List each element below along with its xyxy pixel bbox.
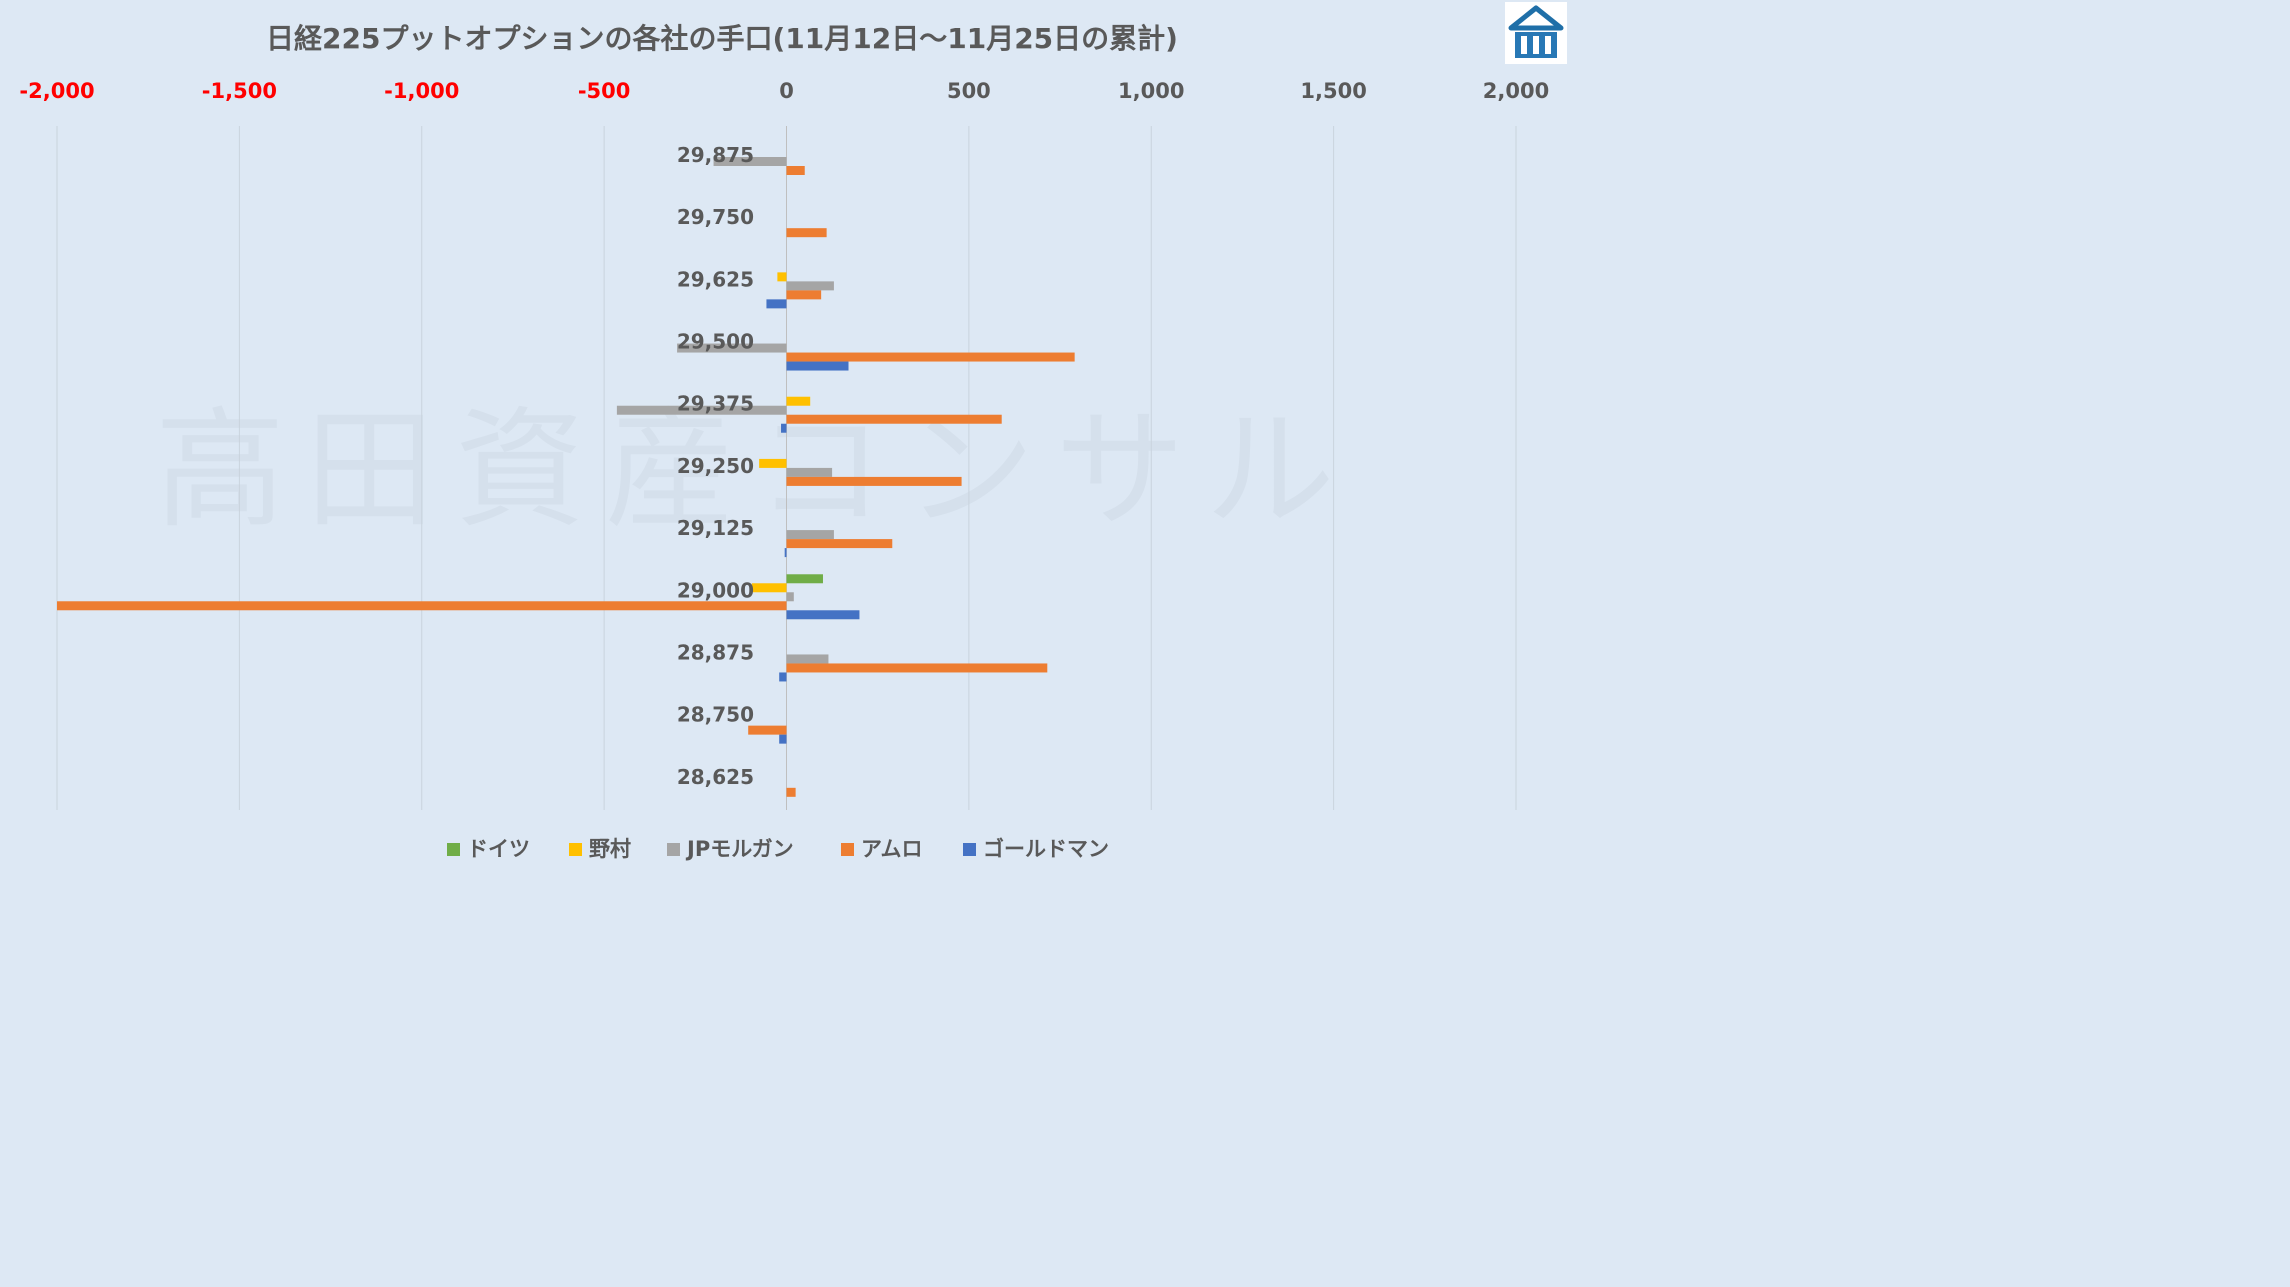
- x-tick-label: -500: [578, 79, 631, 103]
- legend-swatch: [667, 843, 680, 856]
- bar: [57, 601, 787, 611]
- bar: [759, 458, 787, 468]
- legend-swatch: [569, 843, 582, 856]
- bar: [786, 654, 829, 664]
- x-tick-label: -1,500: [202, 79, 277, 103]
- bar: [786, 467, 833, 477]
- chart: 高田資産コンサル -2,000 -1,500 -1,000 -500 0 500 1,000…: [19, 2, 1567, 861]
- bar: [784, 548, 787, 558]
- x-tick-label: -1,000: [384, 79, 459, 103]
- category-labels: 29,875 29,750 29,625 29,500 29,375 29,250 29,1…: [677, 143, 754, 789]
- chart-title: 日経225プットオプションの各社の手口(11月12日～11月25日の累計): [266, 22, 1178, 55]
- bar: [748, 725, 787, 735]
- legend-label: アムロ: [861, 837, 923, 861]
- bar: [786, 592, 794, 602]
- x-tick-label: 2,000: [1483, 79, 1549, 103]
- bar: [786, 166, 805, 175]
- category-label: 29,250: [677, 454, 754, 478]
- category-label: 29,375: [677, 392, 754, 416]
- legend-item: ゴールドマン: [963, 837, 1109, 861]
- watermark: 高田資産コンサル: [155, 394, 1355, 546]
- bar: [616, 405, 787, 415]
- bar: [777, 272, 787, 282]
- legend-label: ゴールドマン: [983, 837, 1109, 861]
- category-label: 28,875: [677, 640, 754, 664]
- legend-item: 野村: [569, 837, 631, 861]
- category-label: 28,625: [677, 765, 754, 789]
- legend-label: 野村: [589, 837, 631, 861]
- bar: [751, 583, 787, 593]
- category-label: 28,750: [677, 703, 754, 727]
- x-tick-label: -2,000: [19, 79, 94, 103]
- bar: [786, 610, 860, 620]
- bar: [781, 423, 787, 433]
- legend-swatch: [841, 843, 854, 856]
- bars: [57, 157, 1075, 797]
- bar: [786, 574, 823, 584]
- legend-swatch: [963, 843, 976, 856]
- legend-label: ドイツ: [467, 837, 530, 861]
- x-tick-label: 1,000: [1118, 79, 1184, 103]
- bar: [713, 157, 787, 166]
- legend-item: ドイツ: [447, 837, 530, 861]
- x-tick-label: 0: [779, 79, 794, 103]
- category-label: 29,125: [677, 516, 754, 540]
- category-label: 29,750: [677, 205, 754, 229]
- legend-item: JPモルガン: [667, 837, 794, 861]
- legend-swatch: [447, 843, 460, 856]
- bar: [779, 672, 787, 682]
- bar: [786, 476, 962, 486]
- category-label: 29,625: [677, 267, 754, 291]
- x-tick-label: 500: [947, 79, 991, 103]
- bar: [786, 787, 796, 797]
- bar: [786, 414, 1002, 424]
- bar: [779, 734, 787, 744]
- category-label: 29,500: [677, 330, 754, 354]
- bar: [786, 539, 893, 549]
- bar: [786, 361, 849, 371]
- legend: ドイツ 野村 JPモルガン アムロ ゴールドマン: [447, 837, 1109, 861]
- legend-item: アムロ: [841, 837, 923, 861]
- category-label: 29,875: [677, 143, 754, 167]
- bar: [786, 281, 834, 291]
- bar: [766, 299, 787, 309]
- x-axis-ticks: -2,000 -1,500 -1,000 -500 0 500 1,000 1,500 2,00…: [19, 79, 1549, 103]
- bar: [786, 352, 1075, 362]
- bar: [786, 663, 1048, 673]
- bar: [677, 343, 787, 353]
- bar: [786, 290, 822, 300]
- x-tick-label: 1,500: [1300, 79, 1366, 103]
- site-logo: [1505, 2, 1567, 64]
- bar: [786, 228, 827, 238]
- bar: [786, 396, 811, 406]
- category-label: 29,000: [677, 578, 754, 602]
- bar: [786, 530, 834, 540]
- legend-label: JPモルガン: [685, 837, 794, 861]
